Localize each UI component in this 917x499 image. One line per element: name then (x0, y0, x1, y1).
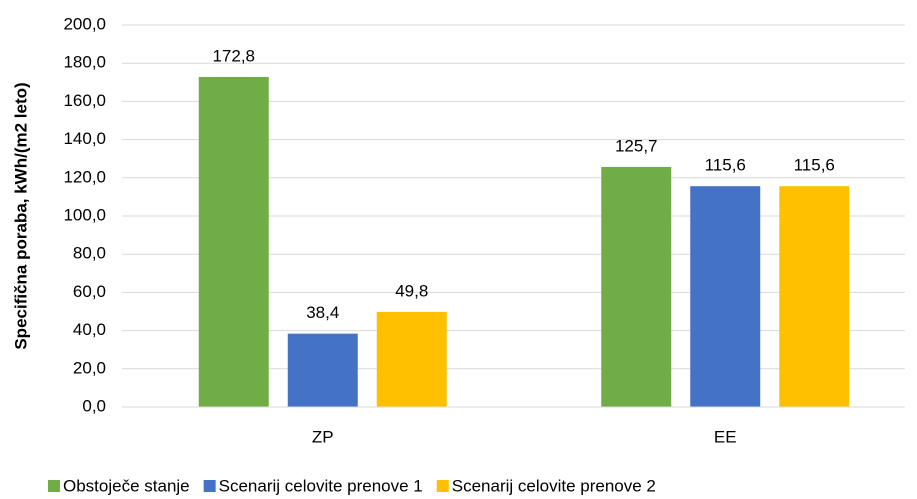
y-tick-label: 140,0 (63, 129, 106, 148)
legend-label: Scenarij celovite prenove 1 (219, 476, 423, 495)
legend-swatch (436, 480, 449, 492)
y-tick-label: 120,0 (63, 167, 106, 186)
y-tick-label: 60,0 (73, 282, 106, 301)
bar (287, 333, 358, 407)
x-tick-label: ZP (312, 427, 334, 446)
y-tick-label: 40,0 (73, 320, 106, 339)
y-tick-label: 20,0 (73, 358, 106, 377)
y-tick-label: 0,0 (82, 396, 106, 415)
legend-label: Scenarij celovite prenove 2 (452, 476, 656, 495)
bar (198, 76, 269, 408)
data-label: 38,4 (306, 303, 339, 322)
data-label: 172,8 (212, 46, 255, 65)
legend-label: Obstoječe stanje (63, 476, 190, 495)
x-tick-label: EE (714, 427, 737, 446)
bar (779, 186, 850, 407)
bar (376, 311, 447, 407)
y-tick-label: 200,0 (63, 14, 106, 33)
legend-swatch (203, 480, 216, 492)
y-tick-label: 100,0 (63, 205, 106, 224)
data-label: 115,6 (705, 156, 746, 175)
bar (690, 186, 761, 407)
y-tick-label: 180,0 (63, 53, 106, 72)
data-label: 49,8 (395, 281, 428, 300)
y-axis-label: Specifična poraba, kWh/(m2 leto) (11, 82, 30, 349)
bar (601, 166, 672, 407)
legend-swatch (48, 480, 60, 492)
data-label: 115,6 (794, 156, 835, 175)
y-tick-label: 160,0 (63, 91, 106, 110)
y-tick-label: 80,0 (73, 244, 106, 263)
data-label: 125,7 (615, 136, 658, 155)
